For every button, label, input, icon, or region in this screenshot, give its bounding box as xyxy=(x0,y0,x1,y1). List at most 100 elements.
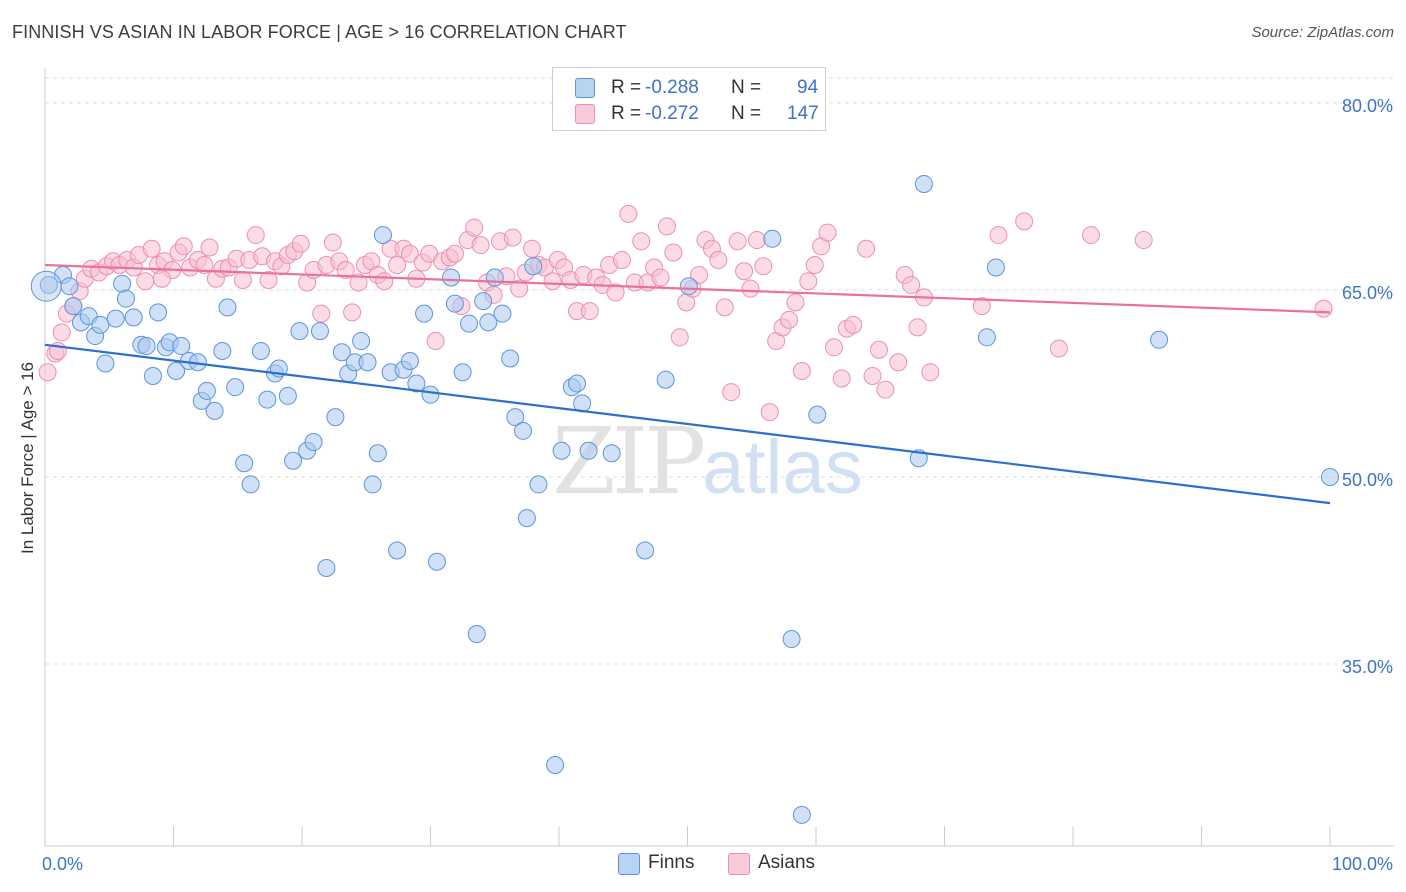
chart-title: FINNISH VS ASIAN IN LABOR FORCE | AGE > … xyxy=(12,22,627,42)
finns-point xyxy=(977,328,996,347)
asians-point xyxy=(690,265,709,284)
asians-point xyxy=(142,239,161,258)
finns-point xyxy=(124,308,143,327)
finns-point xyxy=(332,343,351,362)
finns-point xyxy=(64,297,83,316)
asians-point xyxy=(1049,339,1068,358)
finns-point xyxy=(524,257,543,276)
asians-point xyxy=(715,298,734,317)
finns-legend-swatch xyxy=(618,853,640,875)
finns-point xyxy=(467,625,486,644)
asians-point xyxy=(651,268,670,287)
asians-point xyxy=(349,273,368,292)
asians-point xyxy=(136,272,155,291)
asians-point xyxy=(709,251,728,270)
asians-point xyxy=(580,302,599,321)
asians-point xyxy=(876,380,895,399)
finns-point xyxy=(567,374,586,393)
finns-point xyxy=(529,475,548,494)
finns-point xyxy=(149,303,168,322)
finns-point xyxy=(310,322,329,341)
asians-point xyxy=(832,369,851,388)
asians-point xyxy=(889,353,908,372)
finns-point xyxy=(235,454,254,473)
finns-point xyxy=(368,444,387,463)
finns-point xyxy=(479,313,498,332)
asians-point xyxy=(844,315,863,334)
finns-point xyxy=(358,353,377,372)
finns-point xyxy=(39,275,58,294)
finns-point xyxy=(552,441,571,460)
asians-point xyxy=(200,238,219,257)
asians-point xyxy=(1081,226,1100,245)
asians-point xyxy=(174,237,193,256)
x-tick-label: 100.0% xyxy=(1332,854,1393,874)
y-tick-label: 80.0% xyxy=(1342,96,1393,116)
finns-point xyxy=(442,268,461,287)
asians-point xyxy=(246,226,265,245)
asians-point xyxy=(657,217,676,236)
finns-legend-label: Finns xyxy=(648,852,695,873)
finns-point xyxy=(407,374,426,393)
finns-swatch xyxy=(575,78,595,98)
finns-point xyxy=(60,277,79,296)
finns-point xyxy=(205,401,224,420)
finns-point xyxy=(602,444,621,463)
y-tick-label: 50.0% xyxy=(1342,470,1393,490)
asians-n-label: N = xyxy=(731,103,762,124)
finns-trend-line xyxy=(44,343,1331,505)
finns-point xyxy=(113,274,132,293)
finns-point xyxy=(514,421,533,440)
finns-point xyxy=(30,270,62,302)
asians-point xyxy=(747,231,766,250)
finns-point xyxy=(400,351,419,370)
asians-point xyxy=(606,283,625,302)
tick-labels: 80.0% 65.0% 50.0% 35.0% 0.0% 100.0% xyxy=(42,96,1393,874)
asians-trend-line xyxy=(44,263,1331,314)
y-tick-label: 35.0% xyxy=(1342,657,1393,677)
asians-point xyxy=(503,228,522,247)
asians-point xyxy=(805,255,824,274)
finns-point xyxy=(167,361,186,380)
finns-point xyxy=(579,441,598,460)
finns-r-label: R = xyxy=(611,77,642,98)
finns-point xyxy=(96,354,115,373)
asians-point xyxy=(312,304,331,323)
y-axis-label: In Labor Force | Age > 16 xyxy=(18,361,37,555)
asians-r-value: -0.272 xyxy=(645,103,699,124)
asians-point xyxy=(291,234,310,253)
asians-point xyxy=(760,403,779,422)
finns-point xyxy=(172,337,191,356)
finns-point xyxy=(137,337,156,356)
asians-point xyxy=(445,244,464,263)
finns-point xyxy=(506,408,525,427)
finns-point xyxy=(226,378,245,397)
finns-point xyxy=(106,309,125,328)
asians-point xyxy=(1314,299,1333,318)
asians-point xyxy=(818,223,837,242)
finns-point xyxy=(373,226,392,245)
asians-point xyxy=(863,366,882,385)
finns-point xyxy=(453,363,472,382)
finns-point xyxy=(1150,330,1169,349)
y-tick-label: 65.0% xyxy=(1342,283,1393,303)
finns-point xyxy=(474,292,493,311)
finns-points xyxy=(30,174,1339,824)
asians-point xyxy=(152,269,171,288)
asians-point xyxy=(741,279,760,298)
finns-point xyxy=(445,294,464,313)
finns-point xyxy=(914,174,933,193)
correlation-legend: R = -0.288 N = 94 R = -0.272 N = 147 xyxy=(552,67,826,131)
asians-point xyxy=(632,232,651,251)
asians-point xyxy=(908,318,927,337)
asians-point xyxy=(1134,231,1153,250)
finns-point xyxy=(116,289,135,308)
asians-point xyxy=(510,279,529,298)
asians-point xyxy=(824,338,843,357)
finns-point xyxy=(251,342,270,361)
finns-point xyxy=(493,304,512,323)
asians-point xyxy=(670,328,689,347)
asians-point xyxy=(857,239,876,258)
asians-point xyxy=(38,363,57,382)
